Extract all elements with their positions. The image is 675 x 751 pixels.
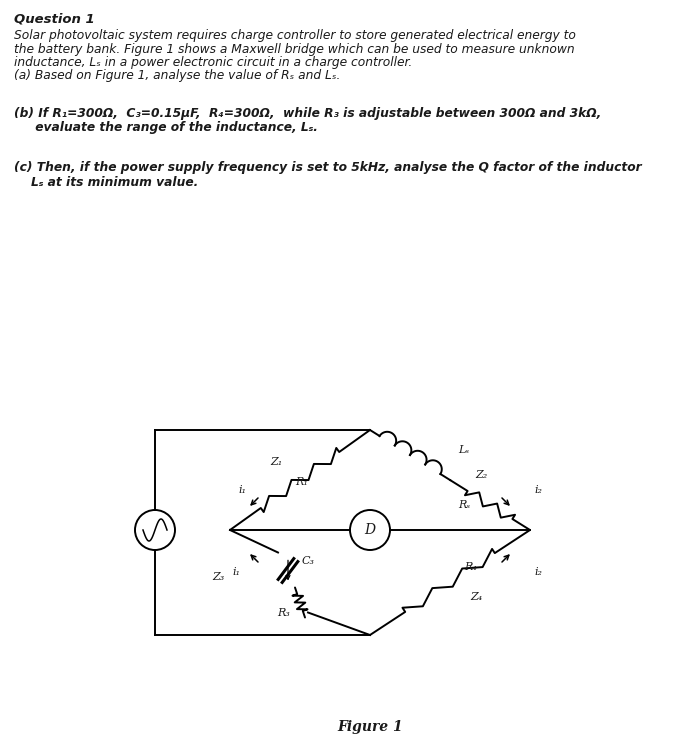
Text: Rₛ: Rₛ — [458, 500, 470, 510]
Text: Solar photovoltaic system requires charge controller to store generated electric: Solar photovoltaic system requires charg… — [14, 29, 576, 42]
Text: Lₛ: Lₛ — [458, 445, 469, 455]
Text: (c) Then, if the power supply frequency is set to 5kHz, analyse the Q factor of : (c) Then, if the power supply frequency … — [14, 161, 642, 174]
Text: inductance, Lₛ in a power electronic circuit in a charge controller.: inductance, Lₛ in a power electronic cir… — [14, 56, 412, 69]
Text: i₂: i₂ — [534, 485, 542, 495]
Text: i₁: i₁ — [238, 485, 246, 495]
Text: C₃: C₃ — [302, 556, 315, 566]
Text: R₄: R₄ — [464, 562, 477, 572]
Text: (a) Based on Figure 1, analyse the value of Rₛ and Lₛ.: (a) Based on Figure 1, analyse the value… — [14, 70, 340, 83]
Text: E: E — [137, 523, 147, 537]
Text: i₂: i₂ — [534, 567, 542, 577]
Text: the battery bank. Figure 1 shows a Maxwell bridge which can be used to measure u: the battery bank. Figure 1 shows a Maxwe… — [14, 43, 574, 56]
Circle shape — [350, 510, 390, 550]
Text: Z₄: Z₄ — [470, 593, 482, 602]
Text: (b) If R₁=300Ω,  C₃=0.15µF,  R₄=300Ω,  while R₃ is adjustable between 300Ω and 3: (b) If R₁=300Ω, C₃=0.15µF, R₄=300Ω, whil… — [14, 107, 601, 120]
Text: Figure 1: Figure 1 — [338, 720, 403, 734]
Text: Z₁: Z₁ — [270, 457, 282, 467]
Circle shape — [135, 510, 175, 550]
Text: D: D — [364, 523, 375, 537]
Text: Z₃: Z₃ — [213, 572, 225, 583]
Text: R₁: R₁ — [295, 477, 308, 487]
Text: i₁: i₁ — [232, 567, 240, 577]
Text: Z₂: Z₂ — [475, 470, 487, 480]
Text: Question 1: Question 1 — [14, 13, 94, 26]
Text: evaluate the range of the inductance, Lₛ.: evaluate the range of the inductance, Lₛ… — [14, 122, 318, 134]
Text: R₃: R₃ — [277, 608, 290, 617]
Text: Lₛ at its minimum value.: Lₛ at its minimum value. — [14, 176, 198, 189]
